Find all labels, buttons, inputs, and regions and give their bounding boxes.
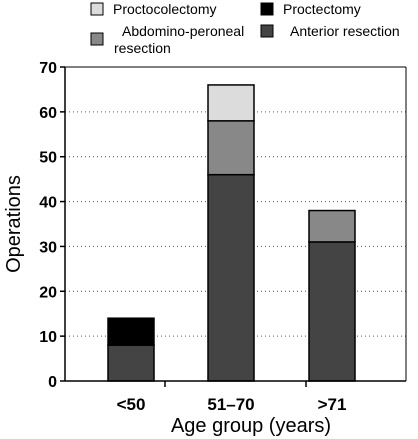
legend-swatch	[90, 2, 104, 16]
legend-label: Anterior resection	[290, 23, 400, 39]
bar-segment	[308, 209, 356, 243]
legend-label: Abdomino-peroneal resection	[114, 23, 244, 56]
bar-segment	[308, 241, 356, 382]
legend-swatch	[260, 2, 274, 16]
x-tick-labels: <50 51–70 >71	[117, 395, 347, 414]
y-tick-label: 60	[39, 105, 57, 122]
bar-segment	[207, 84, 255, 122]
y-tick-label: 70	[39, 60, 57, 77]
y-tick-label: 10	[39, 329, 57, 346]
y-axis-title: Operations	[3, 175, 25, 273]
legend-label: Proctectomy	[283, 1, 361, 17]
bar-segment	[207, 173, 255, 382]
legend-swatch	[260, 24, 274, 38]
legend: Proctocolectomy Proctectomy Abdomino-peron…	[90, 1, 400, 56]
y-tick-label: 0	[48, 374, 57, 391]
legend-swatch	[90, 32, 104, 46]
x-tick-label: >71	[318, 395, 347, 414]
x-tick-label: <50	[117, 395, 146, 414]
bar-segment	[207, 120, 255, 176]
y-tick-label: 20	[39, 284, 57, 301]
x-axis-title: Age group (years)	[171, 415, 331, 437]
bar-segment	[107, 344, 155, 382]
y-tick-labels: 0 10 20 30 40 50 60 70	[39, 60, 57, 391]
axes	[60, 66, 407, 387]
y-tick-label: 40	[39, 195, 57, 212]
legend-label: Proctocolectomy	[113, 1, 216, 17]
y-tick-label: 30	[39, 239, 57, 256]
bar-segment	[107, 317, 155, 346]
bars	[107, 84, 356, 382]
x-tick-label: 51–70	[207, 395, 254, 414]
y-tick-label: 50	[39, 150, 57, 167]
